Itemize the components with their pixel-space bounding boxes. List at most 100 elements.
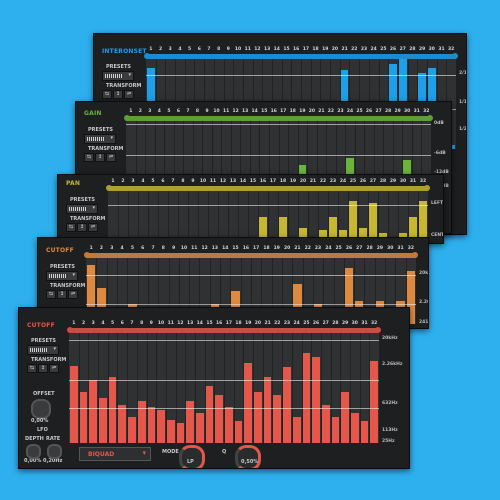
step-number: 8 <box>161 246 165 251</box>
step-range-slider[interactable] <box>144 53 458 59</box>
step-range-slider[interactable] <box>106 185 430 191</box>
step-plot[interactable] <box>108 191 428 239</box>
step-bar[interactable] <box>215 394 223 443</box>
step-bar[interactable] <box>176 423 185 443</box>
step-bar[interactable] <box>419 200 427 239</box>
depth-knob[interactable] <box>26 444 41 459</box>
presets-dropdown[interactable]: ▾ <box>66 204 98 214</box>
step-bar[interactable] <box>331 416 340 443</box>
step-bar[interactable] <box>97 287 106 324</box>
step-bar[interactable] <box>329 216 337 239</box>
step-bar[interactable] <box>283 367 291 443</box>
step-bar[interactable] <box>87 264 96 324</box>
step-bar[interactable] <box>273 394 282 443</box>
mirror-button[interactable]: ⇌ <box>68 290 78 299</box>
invert-button[interactable]: ↕ <box>77 223 87 232</box>
step-bar[interactable] <box>263 377 272 443</box>
shuffle-button[interactable]: ⇆ <box>27 364 37 373</box>
step-bar[interactable] <box>406 271 415 324</box>
range-end-handle[interactable] <box>424 185 430 191</box>
offset-value: 0,00% <box>31 418 49 424</box>
step-bar[interactable] <box>359 228 367 239</box>
step-bar[interactable] <box>299 228 307 239</box>
invert-button[interactable]: ↕ <box>38 364 48 373</box>
step-bar[interactable] <box>79 392 88 443</box>
step-bar[interactable] <box>234 421 243 443</box>
range-end-handle[interactable] <box>412 252 418 258</box>
panel-title: PAN <box>66 180 81 187</box>
step-bar[interactable] <box>205 385 214 443</box>
range-start-handle[interactable] <box>106 185 112 191</box>
step-bar[interactable] <box>157 410 165 443</box>
step-bar[interactable] <box>128 416 136 443</box>
step-bar[interactable] <box>312 357 320 443</box>
step-range-slider[interactable] <box>67 327 381 333</box>
step-bar[interactable] <box>360 421 369 443</box>
range-start-handle[interactable] <box>124 115 130 121</box>
shuffle-button[interactable]: ⇆ <box>66 223 76 232</box>
range-start-handle[interactable] <box>144 53 150 59</box>
shuffle-button[interactable]: ⇆ <box>46 290 56 299</box>
mirror-button[interactable]: ⇌ <box>106 153 116 162</box>
step-bar[interactable] <box>147 406 156 443</box>
range-start-handle[interactable] <box>67 327 73 333</box>
step-number: 14 <box>273 47 280 52</box>
shuffle-button[interactable]: ⇆ <box>84 153 94 162</box>
q-knob[interactable] <box>235 445 261 468</box>
step-bar[interactable] <box>244 362 253 443</box>
step-plot[interactable] <box>69 333 379 443</box>
step-bar[interactable] <box>319 230 327 239</box>
step-number: 28 <box>366 246 373 251</box>
step-bar[interactable] <box>137 401 146 443</box>
step-bar[interactable] <box>339 230 347 239</box>
mirror-button[interactable]: ⇌ <box>88 223 98 232</box>
step-bar[interactable] <box>118 404 127 443</box>
presets-dropdown[interactable]: ▾ <box>27 345 59 355</box>
step-bar[interactable] <box>399 233 407 239</box>
step-bar[interactable] <box>99 397 107 443</box>
presets-dropdown[interactable]: ▾ <box>84 134 116 144</box>
step-bar[interactable] <box>292 416 301 443</box>
axis-label: 113Hz <box>382 428 398 433</box>
step-bar[interactable] <box>369 203 377 239</box>
step-bar[interactable] <box>349 200 357 239</box>
invert-button[interactable]: ↕ <box>95 153 105 162</box>
step-range-slider[interactable] <box>124 115 433 121</box>
step-bar[interactable] <box>350 413 359 443</box>
mirror-button[interactable]: ⇌ <box>124 90 134 99</box>
step-bar[interactable] <box>195 413 204 443</box>
invert-button[interactable]: ↕ <box>113 90 123 99</box>
filter-type-dropdown[interactable]: BIQUAD ▾ <box>79 447 151 461</box>
mirror-button[interactable]: ⇌ <box>49 364 59 373</box>
step-bar[interactable] <box>254 392 262 443</box>
step-bar[interactable] <box>279 216 287 239</box>
step-bar[interactable] <box>370 360 378 443</box>
step-bar[interactable] <box>259 216 267 239</box>
offset-knob[interactable] <box>31 399 51 419</box>
step-bar[interactable] <box>409 216 417 239</box>
presets-dropdown[interactable]: ▾ <box>102 71 134 81</box>
step-bar[interactable] <box>302 352 311 443</box>
step-number: 28 <box>332 321 339 326</box>
step-bar[interactable] <box>89 380 98 443</box>
invert-button[interactable]: ↕ <box>57 290 67 299</box>
range-end-handle[interactable] <box>427 115 433 121</box>
step-range-slider[interactable] <box>84 252 418 258</box>
rate-knob[interactable] <box>47 444 62 459</box>
range-end-handle[interactable] <box>452 53 458 59</box>
step-bar[interactable] <box>225 406 233 443</box>
step-number: 22 <box>274 321 281 326</box>
mode-knob[interactable] <box>179 445 205 468</box>
range-end-handle[interactable] <box>375 327 381 333</box>
step-bar[interactable] <box>379 233 387 239</box>
range-start-handle[interactable] <box>84 252 90 258</box>
step-bar[interactable] <box>108 377 117 443</box>
step-bar[interactable] <box>166 419 175 443</box>
step-bar[interactable] <box>344 267 354 324</box>
shuffle-button[interactable]: ⇆ <box>102 90 112 99</box>
step-bar[interactable] <box>341 392 349 443</box>
presets-dropdown[interactable]: ▾ <box>46 271 78 281</box>
step-bar[interactable] <box>321 404 330 443</box>
step-bar[interactable] <box>70 366 78 443</box>
step-bar[interactable] <box>186 401 194 443</box>
